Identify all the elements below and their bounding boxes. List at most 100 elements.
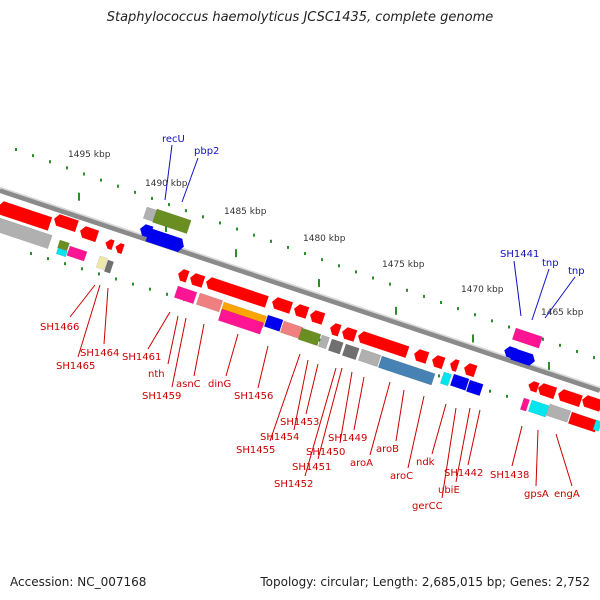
gene-label-ubie-leader: [455, 407, 471, 483]
gene-label-sh1442: SH1442: [444, 468, 483, 479]
scale-tick: [474, 313, 476, 317]
gene-label-aroc: aroC: [390, 471, 413, 482]
scale-tick: [15, 148, 17, 151]
scale-tick-inner: [81, 267, 83, 271]
gene-label-aroc-leader: [407, 395, 425, 469]
scale-tick-inner: [149, 287, 151, 291]
gene-label-tnp-2: tnp: [568, 266, 585, 277]
cds-feature: [0, 201, 53, 231]
category-block-darkgray: [103, 259, 115, 274]
cds-feature: [80, 226, 100, 243]
cds-feature: [464, 363, 478, 378]
cds-feature: [450, 359, 460, 372]
gene-label-sh1455-leader: [269, 353, 301, 442]
category-block-magenta: [173, 285, 198, 305]
gene-label-SH1441-leader: [513, 260, 522, 317]
scale-tick: [338, 264, 340, 268]
cds-feature-reverse: [510, 348, 535, 366]
genome-title: Staphylococcus haemolyticus JCSC1435, co…: [106, 10, 494, 25]
scale-tick: [593, 356, 595, 360]
cds-feature: [294, 304, 310, 319]
gene-label-gercc: gerCC: [412, 501, 443, 512]
gene-label-sh1464-leader: [103, 287, 109, 345]
scale-tick-layer: 1495 kbp 1490 kbp 1485 kbp 1480 kbp 1475 kbp…: [15, 148, 595, 424]
gene-feature-layer: [0, 201, 600, 433]
category-block-gray: [357, 348, 382, 368]
gene-label-sh1456-leader: [257, 345, 269, 389]
gene-label-sh1449: SH1449: [328, 433, 367, 444]
gene-label-sh1466: SH1466: [40, 322, 79, 333]
scale-tick: [236, 227, 238, 231]
scale-tick: [202, 215, 204, 219]
genome-backbone-highlight: [0, 186, 600, 389]
gene-label-arob: aroB: [376, 444, 399, 455]
scale-label: 1475 kbp: [382, 260, 425, 270]
scale-major-tick: [235, 249, 237, 258]
scale-tick-inner: [98, 272, 100, 276]
scale-tick: [542, 337, 544, 341]
cds-feature: [115, 243, 125, 255]
gene-label-ding: dinG: [208, 379, 231, 390]
category-block-blue: [263, 314, 284, 332]
scale-tick-inner: [64, 262, 66, 266]
scale-tick: [491, 319, 493, 323]
scale-tick: [117, 184, 119, 188]
scale-tick: [287, 245, 289, 249]
scale-label: 1490 kbp: [145, 179, 188, 189]
scale-major-tick: [395, 306, 397, 315]
cds-feature: [190, 273, 206, 288]
accession-text: Accession: NC_007168: [10, 575, 147, 589]
category-block-cyan: [439, 371, 452, 387]
scale-major-tick: [165, 224, 167, 232]
cds-feature: [528, 381, 540, 393]
category-block-magenta: [511, 327, 543, 349]
gene-label-nth: nth: [148, 369, 165, 380]
gene-label-sh1455: SH1455: [236, 445, 275, 456]
category-block-gray: [545, 403, 572, 423]
gene-label-ding-leader: [225, 333, 239, 377]
gene-label-sh1461: SH1461: [122, 352, 161, 363]
scale-tick: [134, 190, 136, 194]
cds-feature: [272, 297, 293, 314]
gene-label-sh1453-leader: [305, 363, 319, 415]
gene-label-aroa: aroA: [350, 458, 373, 469]
cds-feature-reverse: [145, 228, 184, 253]
scale-label: 1470 kbp: [461, 285, 504, 295]
category-block-salmon: [195, 292, 224, 313]
scale-tick-inner: [438, 374, 440, 378]
gene-label-gercc-leader: [441, 407, 457, 499]
cds-feature: [105, 239, 115, 251]
scale-tick: [49, 160, 51, 164]
category-block-olive: [297, 327, 322, 347]
genome-backbone: [0, 187, 600, 393]
gene-label-ubie: ubiE: [438, 485, 460, 496]
category-block-darkgray: [327, 338, 344, 355]
gene-label-sh1465: SH1465: [56, 361, 95, 372]
gene-label-nth-leader: [167, 315, 179, 365]
gene-label-sh1453: SH1453: [280, 417, 319, 428]
gene-label-asnc: asnC: [176, 379, 201, 390]
scale-tick-inner: [166, 292, 168, 296]
gene-label-sh1451-leader: [317, 367, 343, 460]
category-block-steel: [377, 355, 436, 386]
gene-label-sh1452-leader: [304, 367, 337, 477]
cds-feature: [54, 214, 79, 232]
category-block-magenta: [217, 308, 265, 335]
scale-tick: [457, 307, 459, 311]
scale-tick-inner: [30, 252, 32, 255]
gene-label-sh1466-leader: [69, 284, 96, 318]
scale-tick: [321, 258, 323, 262]
scale-tick: [406, 288, 408, 292]
scale-tick: [576, 349, 578, 353]
gene-label-sh1465-leader: [77, 284, 101, 358]
gene-label-pbp2: pbp2: [194, 146, 219, 157]
scale-tick: [219, 221, 221, 225]
scale-tick: [185, 209, 187, 213]
gene-label-gpsa-leader: [535, 429, 539, 487]
scale-tick-inner: [132, 282, 134, 286]
gene-label-enga-leader: [555, 433, 573, 487]
gene-label-sh1451: SH1451: [292, 462, 331, 473]
gene-label-sh1442-leader: [467, 409, 481, 466]
category-block-blue: [449, 373, 470, 391]
